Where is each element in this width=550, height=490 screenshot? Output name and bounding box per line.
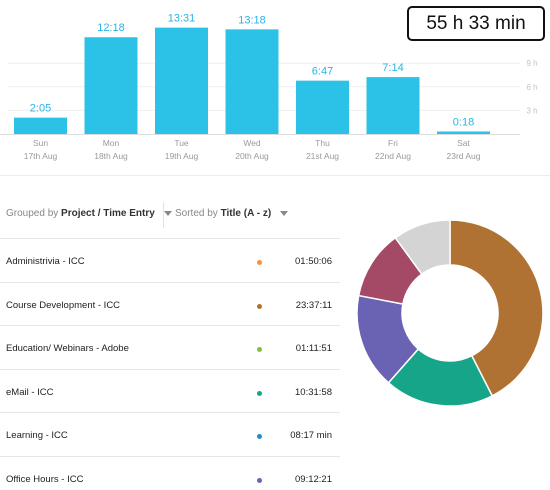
list-item[interactable]: Education/ Webinars - Adobe 01:11:51 bbox=[0, 325, 340, 369]
x-day-label: Mon bbox=[103, 138, 120, 148]
x-day-label: Sat bbox=[457, 138, 470, 148]
bar-chart-svg: 9 h 6 h 3 h 2:05 Sun 17th Aug 12:18 Mon 18th Aug… bbox=[0, 13, 538, 161]
x-day-label: Wed bbox=[243, 138, 261, 148]
bar-value-label: 7:14 bbox=[382, 62, 403, 74]
x-date-label: 22nd Aug bbox=[375, 151, 411, 161]
y-tick-label: 9 h bbox=[526, 59, 537, 68]
day-bar[interactable] bbox=[155, 27, 208, 134]
x-day-label: Sun bbox=[33, 138, 48, 148]
total-time-badge: 55 h 33 min bbox=[407, 6, 545, 41]
color-dot-icon bbox=[257, 303, 262, 309]
sort-by-prefix: Sorted by bbox=[175, 208, 218, 219]
x-day-label: Fri bbox=[388, 138, 398, 148]
entry-title: Education/ Webinars - Adobe bbox=[6, 343, 129, 354]
group-by-prefix: Grouped by bbox=[6, 208, 59, 219]
entry-title: Administrivia - ICC bbox=[6, 256, 85, 267]
time-entry-list: Administrivia - ICC 01:50:06 Course Deve… bbox=[0, 238, 340, 490]
color-dot-icon bbox=[257, 434, 262, 439]
group-by-dropdown[interactable]: Grouped by Project / Time Entry bbox=[6, 208, 172, 219]
entry-title: Course Development - ICC bbox=[6, 299, 121, 311]
chevron-down-icon bbox=[279, 210, 288, 216]
x-date-label: 18th Aug bbox=[94, 151, 128, 161]
sort-by-dropdown[interactable]: Sorted by Title (A - z) bbox=[175, 208, 288, 219]
y-tick-label: 3 h bbox=[526, 106, 537, 115]
day-bar[interactable] bbox=[14, 117, 67, 134]
entry-duration: 23:37:11 bbox=[295, 299, 332, 311]
list-item[interactable]: eMail - ICC 10:31:58 bbox=[0, 368, 340, 413]
bar-value-label: 12:18 bbox=[97, 22, 125, 34]
x-date-label: 19th Aug bbox=[165, 151, 199, 161]
list-item[interactable]: Administrivia - ICC 01:50:06 bbox=[0, 238, 340, 282]
x-date-label: 20th Aug bbox=[235, 151, 269, 161]
list-toolbar: Grouped by Project / Time Entry Sorted b… bbox=[0, 200, 330, 230]
daily-bar-chart: 9 h 6 h 3 h 2:05 Sun 17th Aug 12:18 Mon 18th Aug… bbox=[0, 0, 550, 168]
project-donut-chart bbox=[356, 219, 544, 407]
color-dot-icon bbox=[257, 477, 262, 483]
bar-value-label: 0:18 bbox=[453, 117, 474, 129]
x-date-label: 17th Aug bbox=[24, 151, 58, 161]
toolbar-divider bbox=[163, 202, 164, 228]
day-bar[interactable] bbox=[225, 29, 279, 134]
section-divider bbox=[0, 175, 550, 176]
entry-duration: 09:12:21 bbox=[295, 473, 332, 485]
bar-value-label: 2:05 bbox=[30, 103, 51, 115]
day-bar[interactable] bbox=[437, 131, 490, 135]
donut-segment[interactable] bbox=[449, 219, 544, 397]
y-tick-label: 6 h bbox=[526, 83, 537, 92]
entry-title: Learning - ICC bbox=[6, 430, 68, 441]
donut-segment[interactable] bbox=[394, 219, 451, 276]
x-day-label: Thu bbox=[315, 138, 330, 148]
color-dot-icon bbox=[257, 390, 262, 396]
list-item[interactable]: Learning - ICC 08:17 min bbox=[0, 412, 340, 456]
entry-duration: 01:11:51 bbox=[295, 343, 332, 354]
group-by-value: Project / Time Entry bbox=[61, 208, 155, 219]
entry-title: Office Hours - ICC bbox=[6, 473, 84, 485]
bar-value-label: 13:31 bbox=[168, 13, 196, 25]
entry-duration: 10:31:58 bbox=[295, 386, 332, 398]
color-dot-icon bbox=[257, 260, 262, 265]
chevron-down-icon bbox=[163, 210, 172, 216]
entry-title: eMail - ICC bbox=[6, 386, 54, 398]
list-item[interactable]: Course Development - ICC 23:37:11 bbox=[0, 281, 340, 326]
entry-duration: 08:17 min bbox=[290, 430, 332, 441]
list-item[interactable]: Office Hours - ICC 09:12:21 bbox=[0, 455, 340, 490]
x-date-label: 21st Aug bbox=[306, 151, 339, 161]
color-dot-icon bbox=[257, 347, 262, 352]
day-bar[interactable] bbox=[366, 77, 420, 134]
day-bar[interactable] bbox=[84, 37, 138, 134]
entry-duration: 01:50:06 bbox=[295, 256, 332, 267]
day-bar[interactable] bbox=[296, 80, 349, 134]
x-date-label: 23rd Aug bbox=[446, 151, 480, 161]
bar-value-label: 13:18 bbox=[238, 14, 266, 26]
x-day-label: Tue bbox=[174, 138, 189, 148]
bar-value-label: 6:47 bbox=[312, 66, 333, 78]
sort-by-value: Title (A - z) bbox=[220, 208, 272, 219]
